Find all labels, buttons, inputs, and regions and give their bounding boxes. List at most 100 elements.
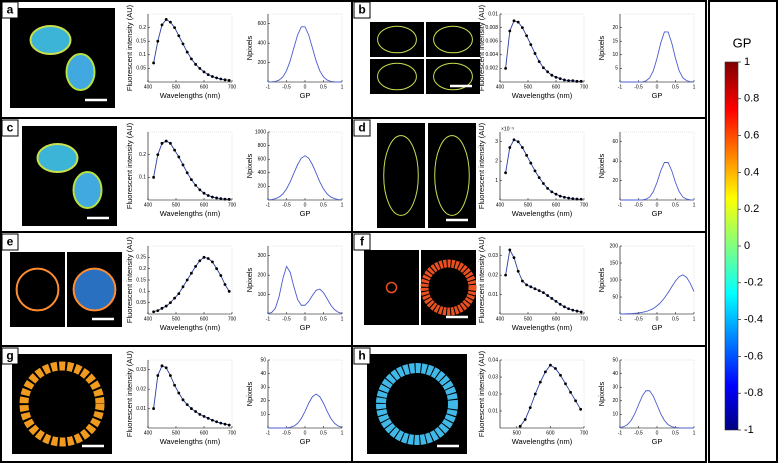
- data-point: [575, 79, 579, 83]
- data-point: [211, 260, 214, 264]
- data-point: [194, 62, 198, 66]
- x-tick-label: -1: [266, 316, 271, 322]
- x-tick-label: -0.5: [282, 316, 291, 322]
- vesicle: [385, 281, 398, 294]
- x-tick-label: -1: [618, 84, 623, 90]
- data-point: [543, 370, 547, 374]
- colorbar-tick-label: 0.4: [744, 166, 759, 178]
- data-point: [227, 197, 231, 201]
- series-line: [153, 18, 230, 81]
- series-line: [505, 139, 582, 200]
- plot-area: [147, 245, 233, 315]
- data-point: [215, 196, 219, 200]
- data-point: [525, 283, 528, 287]
- x-tick-label: 1: [341, 316, 344, 322]
- y-tick-label: 50: [612, 357, 618, 363]
- plot-area: [619, 13, 695, 83]
- data-point: [215, 76, 219, 80]
- y-tick-label: 0.05: [136, 300, 146, 306]
- data-point: [206, 257, 210, 260]
- x-tick-label: 400: [144, 84, 153, 90]
- data-point: [521, 26, 524, 29]
- y-tick-label: 30: [612, 385, 618, 391]
- data-point: [571, 197, 575, 201]
- micrograph: [426, 22, 480, 57]
- cell-outline: [383, 135, 419, 216]
- y-tick-label: 0.2: [139, 266, 146, 272]
- colorbar-title: GP: [733, 35, 752, 50]
- data-point: [177, 155, 181, 159]
- data-point: [202, 70, 206, 74]
- y-tick-label: 600: [258, 157, 267, 163]
- cell-outline: [433, 25, 473, 54]
- data-point: [177, 391, 181, 395]
- y-tick-label: 0.008: [485, 25, 498, 31]
- data-point: [563, 78, 566, 82]
- y-tick-label: 50: [260, 357, 266, 363]
- series-line: [620, 31, 695, 83]
- y-tick-label: 0.002: [485, 66, 498, 72]
- data-point: [190, 271, 193, 275]
- y-axis-label: Npixels: [245, 381, 254, 406]
- y-tick-label: 0.05: [136, 66, 146, 72]
- data-point: [546, 186, 549, 190]
- x-tick-label: -1: [266, 84, 271, 90]
- colorbar-tick-label: 1: [744, 56, 750, 68]
- data-point: [546, 294, 549, 297]
- data-point: [164, 139, 168, 143]
- data-point: [181, 163, 185, 167]
- x-tick-label: 500: [524, 84, 533, 90]
- y-tick-label: 10: [612, 412, 618, 418]
- data-point: [227, 78, 231, 82]
- vesicle: [420, 259, 477, 316]
- panel-label-box: [353, 1, 371, 19]
- series-line: [153, 256, 230, 313]
- y-tick-label: 200: [610, 243, 619, 249]
- colorbar-frame: [708, 0, 778, 463]
- data-point: [181, 42, 185, 46]
- y-tick-label: 100: [258, 292, 267, 298]
- y-axis-label: Fluorescent intensity (AU): [477, 122, 486, 209]
- y-axis-label: Fluorescent intensity (AU): [125, 350, 134, 437]
- y-tick-label: 60: [612, 139, 618, 145]
- data-point: [579, 407, 583, 411]
- plot-area: [499, 245, 585, 315]
- y-axis-label: Npixels: [597, 267, 606, 292]
- y-tick-label: 0.02: [488, 272, 498, 278]
- y-tick-label: 50: [612, 294, 618, 300]
- data-point: [575, 309, 579, 313]
- y-tick-label: 20: [260, 398, 266, 404]
- x-tick-label: 600: [200, 316, 209, 322]
- y-tick-label: 0.25: [136, 255, 146, 261]
- colorbar-tick-label: -0.8: [744, 387, 763, 399]
- y-axis-label: Fluorescent intensity (AU): [477, 4, 486, 91]
- data-point: [185, 171, 189, 175]
- y-axis-label: Npixels: [597, 381, 606, 406]
- data-point: [173, 148, 177, 152]
- y-tick-label: 5: [615, 66, 618, 72]
- data-point: [504, 273, 507, 277]
- vesicle: [72, 267, 117, 312]
- data-point: [529, 161, 533, 165]
- x-axis-label: Wavelengths (nm): [160, 209, 221, 218]
- x-tick-label: 700: [580, 430, 589, 436]
- x-axis-label: GP: [300, 437, 311, 446]
- panel-label: a: [7, 3, 14, 17]
- y-tick-label: 40: [612, 158, 618, 164]
- y-tick-label: 0.02: [136, 386, 146, 392]
- x-tick-label: 0: [656, 202, 659, 208]
- panel-label-box: [353, 119, 371, 137]
- data-point: [512, 256, 516, 260]
- x-axis-label: Wavelengths (nm): [512, 437, 573, 446]
- y-tick-label: 800: [258, 143, 267, 149]
- data-point: [529, 285, 533, 289]
- data-point: [542, 66, 545, 70]
- colorbar-tick-label: -0.2: [744, 277, 763, 289]
- y-tick-label: 0.2: [139, 152, 146, 158]
- data-point: [185, 403, 189, 407]
- y-axis-label: Fluorescent intensity (AU): [477, 350, 486, 437]
- x-tick-label: 600: [200, 430, 209, 436]
- panel-label: g: [6, 349, 13, 363]
- x-tick-label: -0.5: [282, 84, 291, 90]
- x-axis-label: GP: [300, 209, 311, 218]
